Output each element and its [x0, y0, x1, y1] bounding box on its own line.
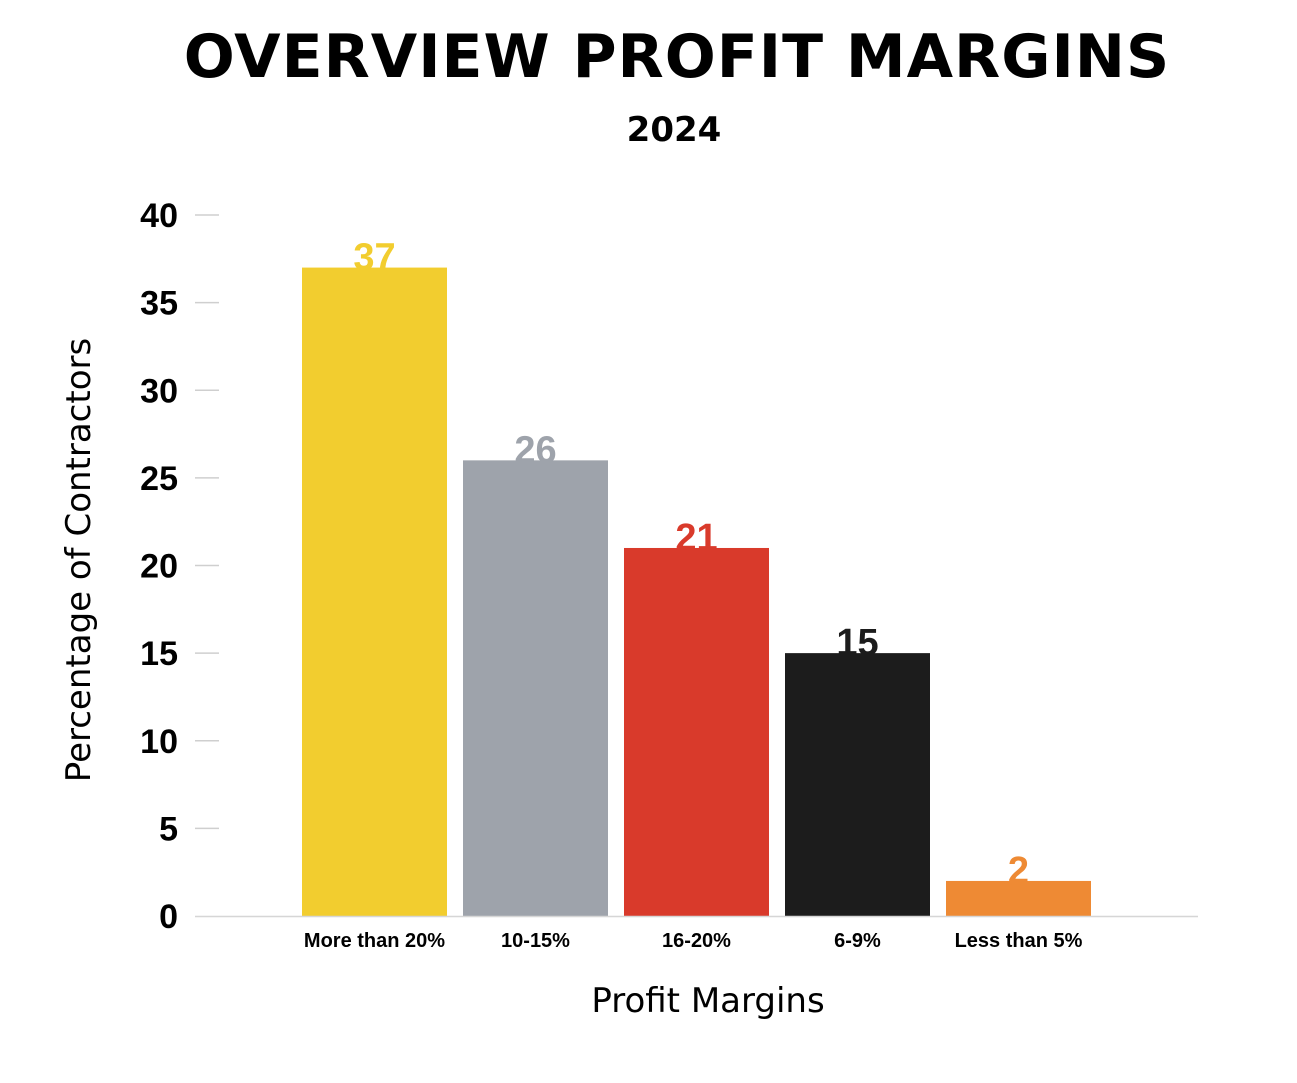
bar-data-label: 15	[836, 622, 878, 664]
y-axis-title: Percentage of Contractors	[59, 338, 99, 782]
bar	[463, 460, 608, 916]
x-axis-title: Profit Margins	[591, 981, 824, 1021]
bar-data-label: 26	[514, 429, 556, 471]
bar-data-label: 2	[1008, 850, 1029, 892]
y-tick-label: 10	[140, 723, 178, 761]
bar	[785, 653, 930, 916]
bar	[624, 547, 769, 916]
x-tick-label: 16-20%	[662, 930, 731, 952]
bars: 37 26 21 15 2	[302, 237, 1091, 916]
y-tick-label: 40	[140, 197, 178, 235]
y-tick-label: 20	[140, 548, 178, 586]
y-tick-label: 25	[140, 460, 178, 498]
y-tick-label: 15	[140, 635, 178, 673]
y-axis: 0 5 10 15 20 25 30 35 40	[140, 197, 219, 936]
bar	[946, 880, 1091, 916]
x-axis: More than 20% 10-15% 16-20% 6-9% Less than 5…	[195, 915, 1198, 952]
bar	[302, 267, 447, 916]
y-tick-label: 30	[140, 372, 178, 410]
y-tick-label: 5	[159, 810, 178, 848]
x-tick-label: 10-15%	[501, 930, 570, 952]
x-tick-label: More than 20%	[304, 930, 445, 952]
x-tick-label: Less than 5%	[955, 930, 1083, 952]
bar-data-label: 37	[353, 237, 395, 279]
chart-subtitle: 2024	[626, 110, 722, 150]
chart-title: OVERVIEW PROFIT MARGINS	[183, 22, 1171, 92]
bar-data-label: 21	[675, 517, 717, 559]
y-tick-label: 0	[159, 898, 178, 936]
y-tick-label: 35	[140, 285, 178, 323]
x-tick-label: 6-9%	[834, 930, 881, 952]
